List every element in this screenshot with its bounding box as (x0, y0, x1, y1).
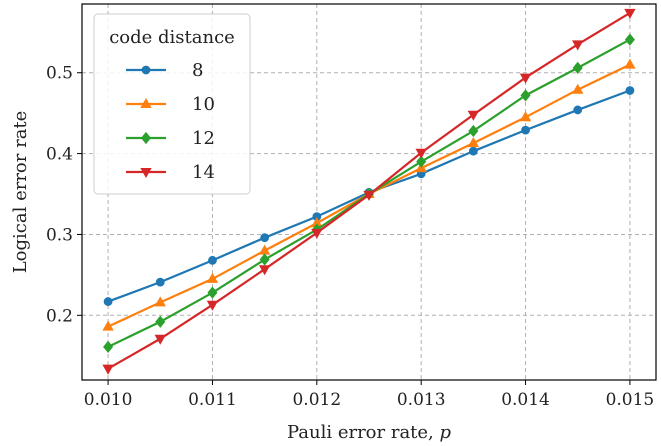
x-tick-label: 0.011 (188, 390, 237, 410)
legend-title: code distance (109, 27, 235, 48)
axis-ticks: 0.010 0.011 0.012 0.013 0.014 0.015 0.2 0.3 0.4 0… (46, 64, 654, 410)
y-tick-label: 0.4 (46, 145, 73, 165)
data-point-14-8 (519, 73, 532, 84)
data-point-14-10 (624, 8, 636, 19)
data-point-12-7 (468, 124, 479, 138)
data-point-14-3 (258, 265, 271, 276)
x-tick-label: 0.014 (501, 390, 550, 410)
legend-label-14: 14 (192, 162, 215, 183)
x-axis-label-variable: p (440, 422, 452, 443)
data-point-12-1 (155, 315, 166, 328)
data-point-10-8 (519, 111, 532, 122)
data-point-8-3 (260, 233, 270, 243)
data-point-12-3 (259, 253, 270, 266)
data-point-12-0 (103, 340, 114, 353)
data-point-12-9 (572, 61, 583, 75)
data-point-10-9 (572, 83, 584, 94)
legend-box (93, 13, 251, 195)
data-point-8-0 (103, 297, 113, 306)
data-point-10-2 (206, 272, 219, 283)
data-point-8-2 (208, 255, 217, 265)
data-point-8-1 (155, 277, 165, 287)
legend: code distance 8 10 12 14 (93, 13, 251, 195)
y-axis-label: Logical error rate (10, 111, 31, 274)
series-layer (102, 8, 636, 375)
x-tick-label: 0.012 (292, 390, 341, 410)
series-14 (102, 8, 636, 375)
data-point-14-4 (311, 228, 323, 239)
data-point-14-2 (206, 300, 219, 311)
legend-item-8: 8 (126, 60, 203, 81)
legend-marker-8 (141, 65, 151, 75)
data-point-8-8 (521, 125, 530, 135)
x-tick-label: 0.013 (397, 390, 446, 410)
x-axis-label: Pauli error rate, p (287, 422, 452, 443)
data-point-8-9 (573, 105, 583, 115)
legend-marker-12 (140, 131, 152, 145)
legend-marker-14 (140, 167, 152, 179)
data-point-10-7 (467, 137, 480, 148)
data-point-14-0 (102, 364, 114, 375)
plot-frame (81, 3, 657, 381)
data-point-12-2 (207, 286, 218, 299)
legend-item-10: 10 (126, 94, 215, 115)
legend-item-14: 14 (126, 162, 215, 183)
data-point-8-7 (468, 146, 478, 156)
y-tick-label: 0.2 (46, 306, 73, 326)
data-point-8-10 (625, 86, 635, 95)
data-point-14-6 (415, 148, 427, 159)
legend-marker-10 (140, 97, 152, 108)
data-point-14-1 (154, 334, 166, 345)
data-point-12-6 (416, 155, 427, 168)
legend-item-12: 12 (126, 128, 215, 149)
data-point-10-1 (154, 296, 166, 307)
data-point-14-7 (467, 110, 480, 121)
legend-label-12: 12 (192, 128, 215, 149)
x-axis-label-text: Pauli error rate, (287, 422, 440, 443)
y-tick-label: 0.3 (46, 225, 73, 245)
data-point-10-0 (102, 320, 114, 331)
data-point-12-10 (624, 33, 635, 46)
x-tick-label: 0.015 (606, 390, 655, 410)
data-point-10-10 (624, 58, 636, 69)
data-point-14-9 (572, 40, 584, 51)
legend-label-10: 10 (192, 94, 215, 115)
data-point-12-8 (520, 89, 531, 102)
grid (82, 4, 656, 380)
data-point-14-5 (363, 190, 375, 201)
x-tick-label: 0.010 (84, 390, 133, 410)
y-tick-label: 0.5 (46, 64, 73, 84)
legend-label-8: 8 (192, 60, 203, 81)
